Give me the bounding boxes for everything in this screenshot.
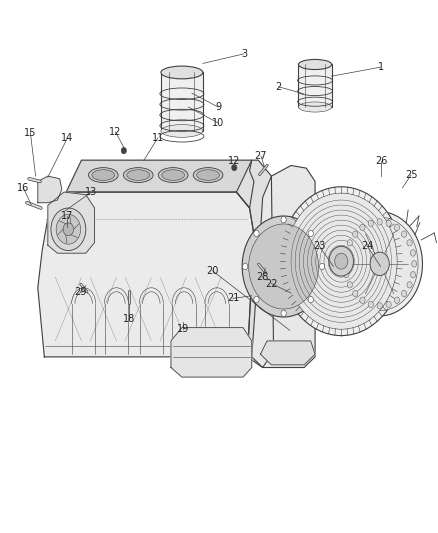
Circle shape — [308, 230, 314, 237]
Text: 12: 12 — [110, 127, 122, 137]
Circle shape — [407, 281, 412, 288]
Circle shape — [394, 224, 399, 231]
Text: 9: 9 — [215, 102, 221, 112]
Circle shape — [254, 296, 259, 303]
Ellipse shape — [161, 125, 203, 138]
Circle shape — [249, 224, 318, 309]
Polygon shape — [237, 160, 274, 368]
Ellipse shape — [298, 102, 332, 112]
Circle shape — [281, 216, 286, 223]
Ellipse shape — [298, 60, 332, 69]
Circle shape — [344, 271, 349, 278]
Text: 29: 29 — [74, 287, 87, 297]
Polygon shape — [66, 160, 254, 208]
Text: 13: 13 — [85, 187, 98, 197]
Circle shape — [281, 310, 286, 317]
Circle shape — [386, 301, 391, 308]
Circle shape — [344, 250, 349, 256]
Circle shape — [394, 297, 399, 303]
Circle shape — [377, 303, 382, 309]
Text: 17: 17 — [61, 211, 74, 221]
Ellipse shape — [88, 167, 118, 182]
Text: 18: 18 — [124, 313, 136, 324]
Ellipse shape — [92, 169, 115, 180]
FancyBboxPatch shape — [161, 72, 203, 131]
Text: 1: 1 — [378, 62, 384, 72]
Circle shape — [353, 290, 358, 297]
Ellipse shape — [127, 169, 150, 180]
Text: 28: 28 — [257, 272, 269, 282]
Circle shape — [360, 297, 365, 303]
Text: 15: 15 — [24, 127, 36, 138]
Circle shape — [410, 271, 416, 278]
Circle shape — [243, 263, 248, 270]
Text: 11: 11 — [152, 133, 164, 143]
Polygon shape — [48, 192, 95, 253]
Circle shape — [341, 217, 418, 311]
Circle shape — [360, 224, 365, 231]
Polygon shape — [252, 165, 315, 368]
Circle shape — [386, 220, 391, 227]
Circle shape — [286, 193, 397, 329]
Circle shape — [335, 253, 348, 269]
Circle shape — [280, 187, 403, 336]
Polygon shape — [261, 341, 315, 365]
Text: 10: 10 — [212, 118, 224, 128]
Circle shape — [337, 212, 423, 316]
Text: 2: 2 — [276, 82, 282, 92]
Ellipse shape — [162, 169, 184, 180]
Text: 25: 25 — [405, 170, 417, 180]
Circle shape — [402, 290, 406, 297]
Text: 14: 14 — [61, 133, 74, 143]
Circle shape — [232, 165, 237, 171]
Ellipse shape — [197, 169, 219, 180]
Circle shape — [51, 208, 86, 251]
Circle shape — [412, 261, 417, 267]
Polygon shape — [38, 176, 62, 203]
Circle shape — [319, 263, 325, 270]
Polygon shape — [171, 328, 252, 377]
Text: 21: 21 — [227, 293, 239, 303]
Circle shape — [377, 219, 382, 225]
Circle shape — [308, 296, 314, 303]
Circle shape — [347, 281, 353, 288]
Circle shape — [353, 231, 358, 237]
Circle shape — [368, 301, 373, 308]
Text: 23: 23 — [313, 241, 325, 251]
FancyBboxPatch shape — [298, 64, 332, 107]
Ellipse shape — [124, 167, 153, 182]
Text: 26: 26 — [375, 156, 388, 166]
Circle shape — [254, 230, 259, 237]
Text: 12: 12 — [228, 156, 240, 166]
Circle shape — [63, 223, 74, 236]
Text: 20: 20 — [206, 266, 219, 276]
Ellipse shape — [158, 167, 188, 182]
Text: 27: 27 — [254, 151, 267, 161]
Text: 22: 22 — [265, 279, 278, 288]
Circle shape — [407, 240, 412, 246]
Ellipse shape — [161, 66, 203, 79]
Ellipse shape — [193, 167, 223, 182]
Text: 16: 16 — [17, 183, 29, 193]
Polygon shape — [38, 192, 254, 357]
Circle shape — [347, 240, 353, 246]
Circle shape — [410, 250, 416, 256]
Text: 19: 19 — [177, 324, 189, 334]
Circle shape — [370, 252, 389, 276]
Text: 24: 24 — [361, 241, 374, 251]
Circle shape — [368, 220, 373, 227]
Text: 3: 3 — [241, 49, 247, 59]
Circle shape — [56, 214, 81, 244]
Circle shape — [121, 148, 127, 154]
Circle shape — [242, 216, 325, 317]
Circle shape — [402, 231, 406, 237]
Circle shape — [343, 261, 348, 267]
Circle shape — [329, 246, 353, 276]
